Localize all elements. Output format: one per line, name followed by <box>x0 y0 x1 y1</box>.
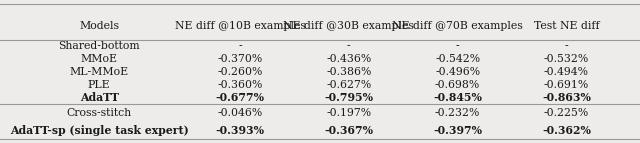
Text: NE diff @30B examples: NE diff @30B examples <box>284 21 414 31</box>
Text: Cross-stitch: Cross-stitch <box>67 108 132 118</box>
Text: -0.046%: -0.046% <box>218 108 262 118</box>
Text: -0.496%: -0.496% <box>435 67 480 77</box>
Text: -0.795%: -0.795% <box>324 93 373 103</box>
Text: -: - <box>564 41 568 51</box>
Text: -0.197%: -0.197% <box>326 108 371 118</box>
Text: -: - <box>347 41 351 51</box>
Text: AdaTT-sp (single task expert): AdaTT-sp (single task expert) <box>10 125 189 136</box>
Text: MMoE: MMoE <box>81 54 118 64</box>
Text: -0.494%: -0.494% <box>544 67 589 77</box>
Text: -0.232%: -0.232% <box>435 108 480 118</box>
Text: -0.845%: -0.845% <box>433 93 482 103</box>
Text: Test NE diff: Test NE diff <box>534 21 599 31</box>
Text: -: - <box>456 41 460 51</box>
Text: -0.225%: -0.225% <box>544 108 589 118</box>
Text: -0.627%: -0.627% <box>326 80 371 90</box>
Text: -0.863%: -0.863% <box>542 93 591 103</box>
Text: -0.397%: -0.397% <box>433 125 482 136</box>
Text: -0.370%: -0.370% <box>218 54 262 64</box>
Text: -: - <box>238 41 242 51</box>
Text: ML-MMoE: ML-MMoE <box>70 67 129 77</box>
Text: -0.393%: -0.393% <box>216 125 264 136</box>
Text: -0.260%: -0.260% <box>218 67 262 77</box>
Text: -0.436%: -0.436% <box>326 54 371 64</box>
Text: NE diff @70B examples: NE diff @70B examples <box>392 21 523 31</box>
Text: -0.532%: -0.532% <box>544 54 589 64</box>
Text: -0.542%: -0.542% <box>435 54 480 64</box>
Text: AdaTT: AdaTT <box>80 93 118 103</box>
Text: PLE: PLE <box>88 80 111 90</box>
Text: -0.360%: -0.360% <box>218 80 262 90</box>
Text: -0.386%: -0.386% <box>326 67 371 77</box>
Text: -0.677%: -0.677% <box>216 93 264 103</box>
Text: Models: Models <box>79 21 119 31</box>
Text: -0.691%: -0.691% <box>544 80 589 90</box>
Text: -0.367%: -0.367% <box>324 125 373 136</box>
Text: -0.698%: -0.698% <box>435 80 480 90</box>
Text: -0.362%: -0.362% <box>542 125 591 136</box>
Text: NE diff @10B examples: NE diff @10B examples <box>175 21 305 31</box>
Text: Shared-bottom: Shared-bottom <box>58 41 140 51</box>
